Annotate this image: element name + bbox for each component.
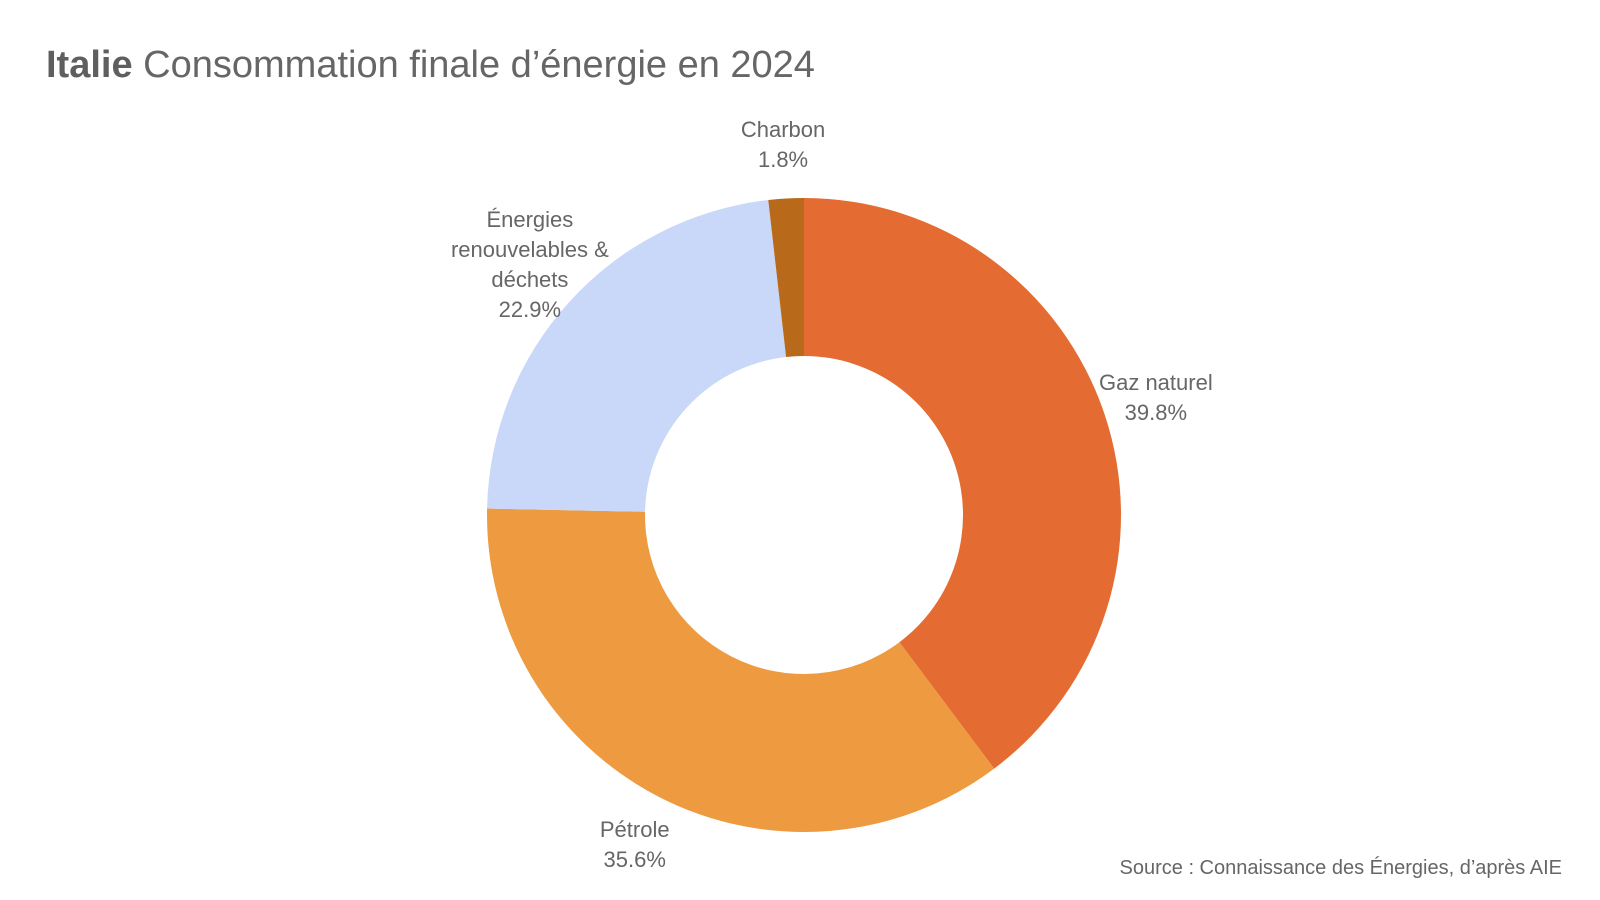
value-label: 22.9% — [498, 297, 562, 323]
donut-slice — [804, 198, 1121, 769]
category-label: Énergies renouvelables & déchets — [450, 207, 609, 293]
donut-slice — [487, 508, 995, 832]
value-label: 1.8% — [757, 146, 809, 172]
slice-label: Charbon 1.8% — [683, 115, 883, 175]
category-label: Pétrole — [599, 817, 670, 842]
value-label: 39.8% — [1124, 399, 1188, 425]
chart-title: Italie Consommation finale d’énergie en … — [46, 44, 815, 87]
title-bold: Italie — [46, 44, 133, 86]
donut-slice — [487, 200, 787, 512]
value-label: 35.6% — [603, 847, 666, 872]
title-text: Consommation finale d’énergie en 2024 — [143, 44, 815, 86]
slice-label: Gaz naturel 39.8% — [1056, 368, 1256, 428]
category-label: Gaz naturel — [1098, 369, 1213, 395]
slice-label: Énergies renouvelables & déchets 22.9% — [430, 205, 630, 325]
category-label: Charbon — [740, 116, 826, 142]
slice-label: Pétrole 35.6% — [535, 815, 735, 875]
source-note: Source : Connaissance des Énergies, d’ap… — [1119, 857, 1562, 879]
donut-slice — [768, 198, 804, 358]
